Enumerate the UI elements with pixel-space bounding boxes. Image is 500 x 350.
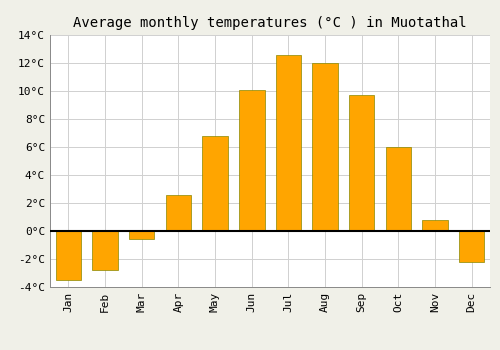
Bar (422, 220, 448, 231)
Bar (276, 55, 301, 231)
Bar (56, 231, 81, 280)
Bar (129, 231, 154, 239)
Bar (166, 195, 191, 231)
Bar (386, 147, 411, 231)
Bar (239, 90, 264, 231)
Title: Average monthly temperatures (°C ) in Muotathal: Average monthly temperatures (°C ) in Mu… (73, 16, 467, 30)
Bar (312, 63, 338, 231)
Bar (349, 95, 374, 231)
Bar (202, 136, 228, 231)
Bar (459, 231, 484, 262)
Bar (92, 231, 118, 270)
